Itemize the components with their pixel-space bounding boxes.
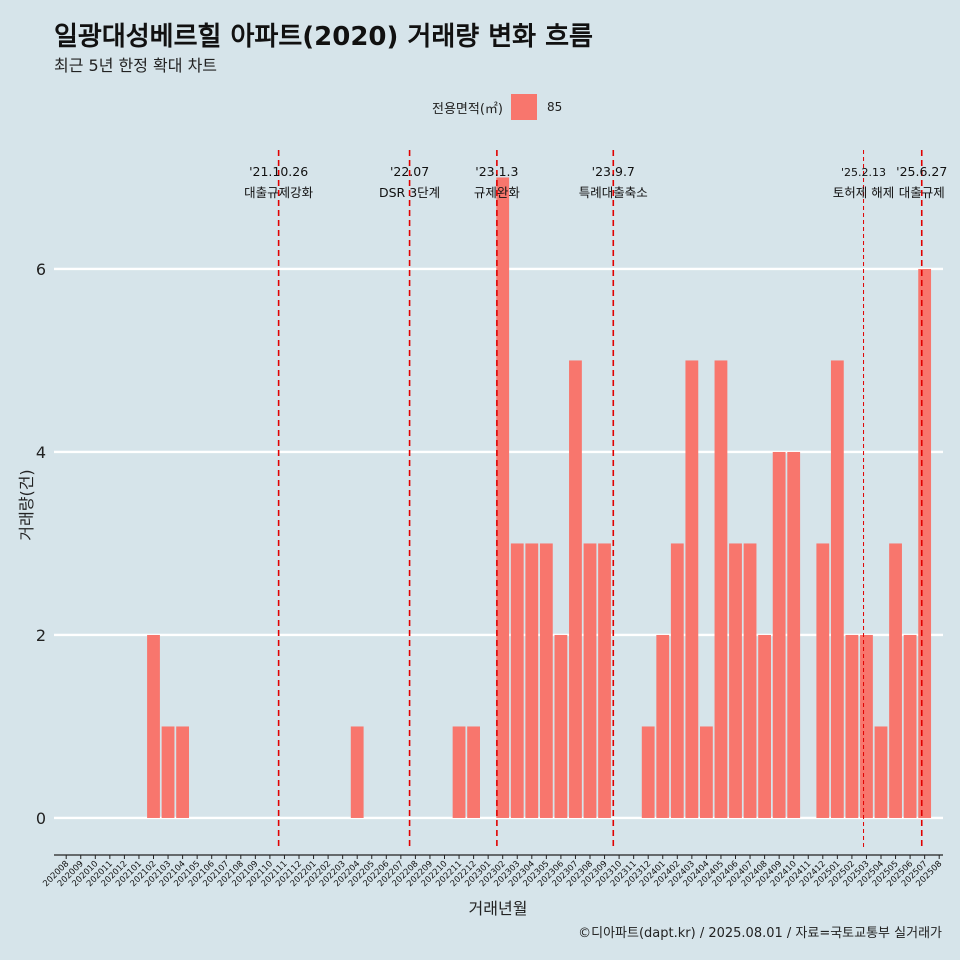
bar <box>467 726 480 818</box>
bar <box>903 634 917 818</box>
event-date-label: '25.2.13 <box>841 166 886 179</box>
event-date-label: '21.10.26 <box>249 164 308 179</box>
bar <box>656 634 670 818</box>
legend-entry: 85 <box>546 100 563 114</box>
bar <box>554 634 568 818</box>
bar <box>685 360 699 818</box>
bar <box>670 543 684 818</box>
event-date-label: '23.9.7 <box>592 164 635 179</box>
bar <box>598 543 611 818</box>
bar <box>787 451 801 818</box>
bar <box>641 726 655 818</box>
bar <box>496 177 510 818</box>
bar <box>525 543 539 818</box>
y-tick-label: 6 <box>36 260 46 279</box>
bar <box>874 726 888 818</box>
event-name-label: 대출규제 <box>899 185 945 200</box>
event-date-label: '25.6.27 <box>896 164 947 179</box>
y-tick-label: 4 <box>36 443 46 462</box>
event-name-label: 규제완화 <box>474 185 521 200</box>
event-date-label: '22.07 <box>390 164 429 179</box>
bar <box>452 726 466 818</box>
bar <box>569 360 582 818</box>
bar <box>539 543 553 818</box>
bar <box>510 543 524 818</box>
source-caption: ©디아파트(dapt.kr) / 2025.08.01 / 자료=국토교통부 실… <box>578 926 942 941</box>
bar <box>845 634 859 818</box>
y-tick-label: 2 <box>36 626 46 645</box>
bar <box>147 634 160 818</box>
bar <box>700 726 713 818</box>
event-name-label: DSR 3단계 <box>379 185 440 200</box>
bar <box>860 634 873 818</box>
bar <box>743 543 757 818</box>
bar <box>176 726 189 818</box>
event-name-label: 토허제 해제 <box>833 185 894 200</box>
event-name-label: 특례대출축소 <box>579 185 648 200</box>
chart-subtitle: 최근 5년 한정 확대 차트 <box>54 56 218 75</box>
bar <box>583 543 597 818</box>
bar <box>350 726 364 818</box>
bar <box>918 268 932 818</box>
y-tick-label: 0 <box>36 809 46 828</box>
bar <box>889 543 902 818</box>
event-name-label: 대출규제강화 <box>244 185 314 200</box>
legend: 전용면적(㎡) 85 <box>432 94 562 120</box>
legend-title: 전용면적(㎡) <box>432 101 503 117</box>
y-axis-label: 거래량(건) <box>17 469 36 540</box>
bar <box>161 726 175 818</box>
chart-title: 일광대성베르힐 아파트(2020) 거래량 변화 흐름 <box>54 22 593 52</box>
bar <box>758 634 771 818</box>
x-axis-label: 거래년월 <box>469 899 528 918</box>
bar <box>830 360 844 818</box>
bar <box>772 451 786 818</box>
bar <box>729 543 742 818</box>
event-date-label: '23.1.3 <box>475 164 518 179</box>
legend-key <box>510 94 537 120</box>
bar <box>714 360 728 818</box>
bar <box>816 543 830 818</box>
